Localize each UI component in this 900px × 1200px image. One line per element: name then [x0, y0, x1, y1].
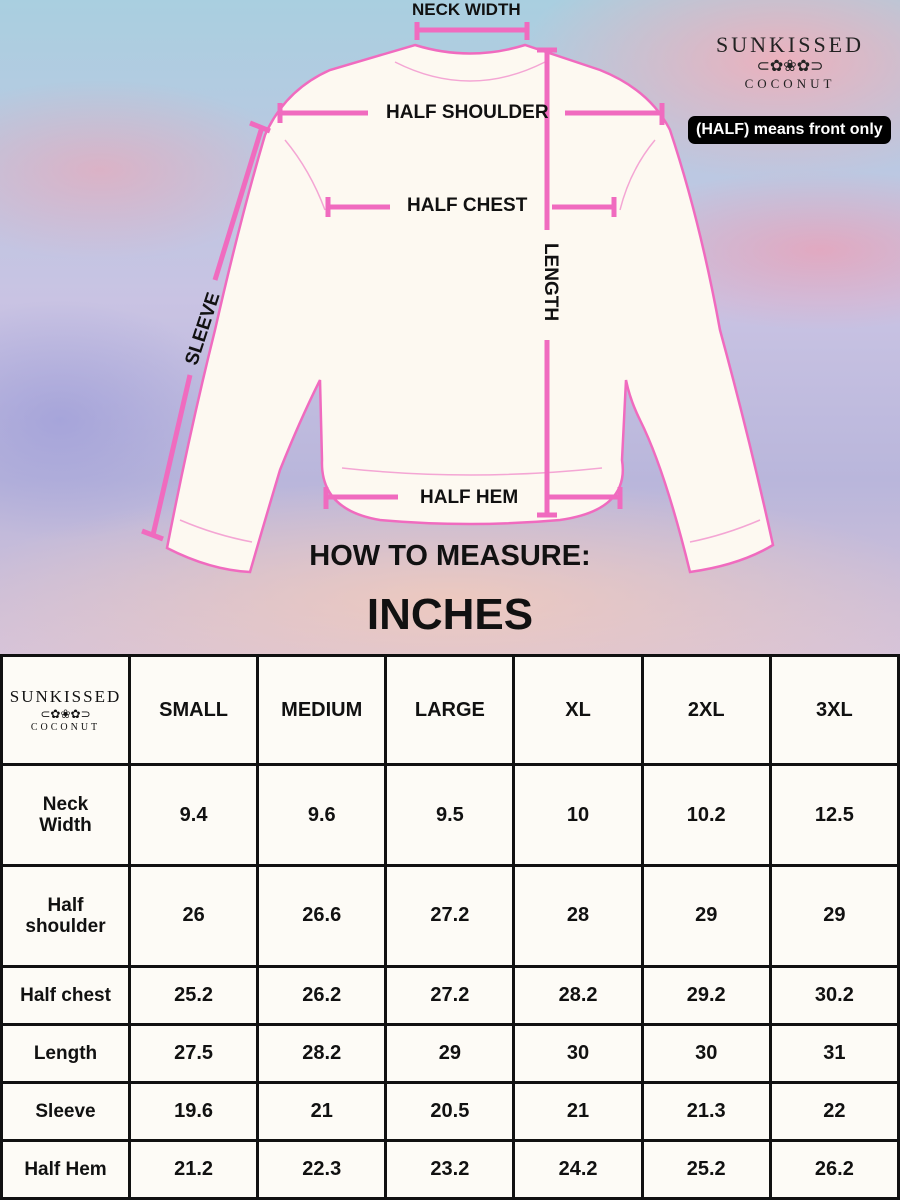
table-cell: 29.2 [640, 964, 772, 1026]
how-to-measure-heading: HOW TO MEASURE: [309, 540, 591, 572]
table-row: Length 27.5 28.2 29 30 30 31 [0, 1022, 900, 1084]
column-header: 3XL [768, 653, 900, 767]
table-cell: 27.2 [384, 964, 516, 1026]
hibiscus-surfboard-icon: ⊂✿❀✿⊃ [756, 58, 824, 75]
table-cell: 30.2 [768, 964, 900, 1026]
row-label: Half chest [0, 964, 131, 1026]
half-hem-arrow [323, 487, 623, 509]
table-cell: 21 [256, 1080, 388, 1142]
half-shoulder-arrow [277, 103, 665, 125]
table-cell: 29 [768, 864, 900, 968]
length-label: LENGTH [540, 242, 562, 322]
table-cell: 9.5 [384, 763, 516, 868]
table-cell: 29 [384, 1022, 516, 1084]
table-cell: 10 [512, 763, 644, 868]
brand-logo: SUNKISSED ⊂✿❀✿⊃ COCONUT [700, 32, 880, 92]
table-cell: 23.2 [384, 1138, 516, 1200]
half-hem-label: HALF HEM [420, 487, 519, 508]
sweatshirt-diagram [141, 22, 775, 574]
table-cell: 20.5 [384, 1080, 516, 1142]
neck-width-arrow [414, 22, 530, 40]
table-cell: 30 [640, 1022, 772, 1084]
table-cell: 25.2 [127, 964, 260, 1026]
table-cell: 28.2 [256, 1022, 388, 1084]
table-logo: SUNKISSED ⊂✿❀✿⊃ COCONUT [0, 653, 131, 767]
hibiscus-surfboard-icon: ⊂✿❀✿⊃ [40, 707, 91, 722]
table-cell: 29 [640, 864, 772, 968]
table-cell: 22.3 [256, 1138, 388, 1200]
column-header: MEDIUM [256, 653, 388, 767]
sweatshirt-outline [165, 43, 775, 574]
table-cell: 21 [512, 1080, 644, 1142]
table-cell: 21.3 [640, 1080, 772, 1142]
table-cell: 22 [768, 1080, 900, 1142]
table-cell: 27.5 [127, 1022, 260, 1084]
half-note-badge: (HALF) means front only [688, 116, 891, 144]
brand-subname: COCONUT [744, 76, 836, 91]
row-label: Length [0, 1022, 131, 1084]
table-cell: 26.2 [256, 964, 388, 1026]
row-label: Half Hem [0, 1138, 131, 1200]
row-label: Half shoulder [0, 864, 131, 968]
table-row: Half shoulder 26 26.6 27.2 28 29 29 [0, 864, 900, 968]
brand-subname: COCONUT [30, 722, 101, 734]
sleeve-arrow [141, 120, 271, 542]
table-cell: 26.6 [256, 864, 388, 968]
table-cell: 26 [127, 864, 260, 968]
table-cell: 21.2 [127, 1138, 260, 1200]
half-chest-label: HALF CHEST [407, 195, 528, 216]
table-cell: 28.2 [512, 964, 644, 1026]
table-cell: 30 [512, 1022, 644, 1084]
table-cell: 31 [768, 1022, 900, 1084]
table-header-row: SUNKISSED ⊂✿❀✿⊃ COCONUT SMALL MEDIUM LAR… [0, 653, 900, 767]
table-cell: 9.6 [256, 763, 388, 868]
table-cell: 25.2 [640, 1138, 772, 1200]
row-label: Sleeve [0, 1080, 131, 1142]
table-cell: 9.4 [127, 763, 260, 868]
half-chest-arrow [325, 197, 617, 217]
half-shoulder-label: HALF SHOULDER [386, 102, 549, 123]
table-row: Half chest 25.2 26.2 27.2 28.2 29.2 30.2 [0, 964, 900, 1026]
table-cell: 19.6 [127, 1080, 260, 1142]
table-cell: 10.2 [640, 763, 772, 868]
table-cell: 27.2 [384, 864, 516, 968]
length-arrow [537, 47, 557, 518]
column-header: 2XL [640, 653, 772, 767]
unit-heading: INCHES [366, 590, 534, 639]
table-cell: 24.2 [512, 1138, 644, 1200]
brand-name: SUNKISSED [9, 687, 122, 707]
brand-name: SUNKISSED [715, 32, 865, 57]
table-cell: 28 [512, 864, 644, 968]
neck-width-label: NECK WIDTH [412, 0, 521, 19]
table-row: Half Hem 21.2 22.3 23.2 24.2 25.2 26.2 [0, 1138, 900, 1200]
column-header: LARGE [384, 653, 516, 767]
table-cell: 12.5 [768, 763, 900, 868]
column-header: XL [512, 653, 644, 767]
table-cell: 26.2 [768, 1138, 900, 1200]
table-row: Sleeve 19.6 21 20.5 21 21.3 22 [0, 1080, 900, 1142]
column-header: SMALL [127, 653, 260, 767]
size-chart-table: SUNKISSED ⊂✿❀✿⊃ COCONUT SMALL MEDIUM LAR… [0, 653, 900, 1200]
table-row: Neck Width 9.4 9.6 9.5 10 10.2 12.5 [0, 763, 900, 868]
row-label: Neck Width [0, 763, 131, 868]
